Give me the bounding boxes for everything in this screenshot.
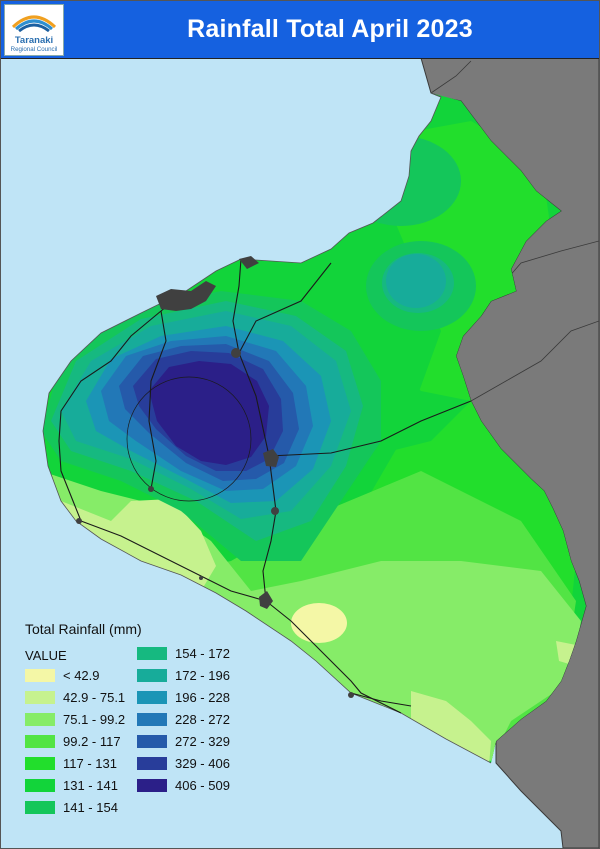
legend-swatch <box>25 669 55 682</box>
legend-label: 99.2 - 117 <box>63 734 121 749</box>
legend-swatch <box>25 713 55 726</box>
legend-swatch <box>137 713 167 726</box>
legend-label: 329 - 406 <box>175 756 230 771</box>
council-logo: Taranaki Regional Council <box>4 4 64 56</box>
legend-swatch <box>25 757 55 770</box>
legend-label: 75.1 - 99.2 <box>63 712 126 727</box>
wave-logo-icon <box>11 15 57 33</box>
legend-swatch <box>25 735 55 748</box>
legend-swatch <box>137 757 167 770</box>
urban-areas <box>76 256 354 698</box>
logo-name: Taranaki <box>14 35 54 46</box>
legend-label: 406 - 509 <box>175 778 230 793</box>
legend-value-heading: VALUE <box>25 648 67 663</box>
legend-swatch <box>25 801 55 814</box>
legend-label: 196 - 228 <box>175 690 230 705</box>
legend-label: 272 - 329 <box>175 734 230 749</box>
map-title: Rainfall Total April 2023 <box>187 15 473 43</box>
legend-swatch <box>137 647 167 660</box>
legend-label: < 42.9 <box>63 668 100 683</box>
logo-subtitle: Regional Council <box>10 46 58 53</box>
legend-label: 228 - 272 <box>175 712 230 727</box>
legend-swatch <box>137 779 167 792</box>
legend-label: 131 - 141 <box>63 778 118 793</box>
legend-label: 141 - 154 <box>63 800 118 815</box>
legend-swatch <box>25 779 55 792</box>
legend-title: Total Rainfall (mm) <box>25 621 142 637</box>
legend-label: 117 - 131 <box>63 756 117 771</box>
legend-label: 154 - 172 <box>175 646 230 661</box>
rainfall-map <box>42 58 599 848</box>
legend-label: 172 - 196 <box>175 668 230 683</box>
legend-label: 42.9 - 75.1 <box>63 690 126 705</box>
road-network <box>58 258 472 714</box>
legend: Total Rainfall (mm) VALUE < 42.9 42.9 - … <box>25 621 285 821</box>
legend-swatch <box>25 691 55 704</box>
legend-swatch <box>137 691 167 704</box>
title-bar: Taranaki Regional Council Rainfall Total… <box>1 1 599 59</box>
legend-swatch <box>137 735 167 748</box>
legend-swatch <box>137 669 167 682</box>
